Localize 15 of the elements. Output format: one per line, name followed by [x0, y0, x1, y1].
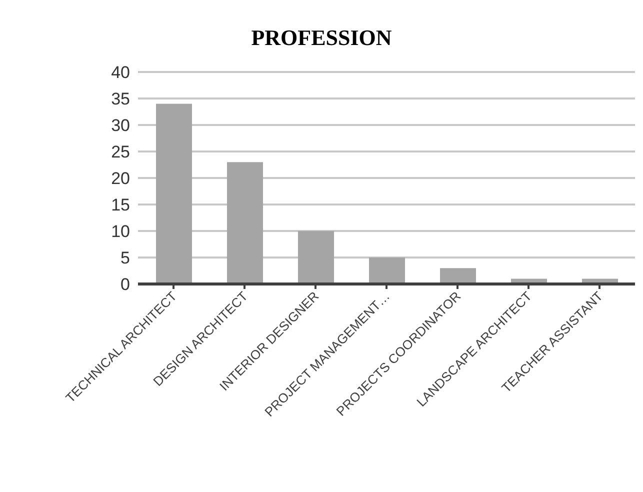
y-tick-label: 30 [111, 116, 130, 136]
bar [227, 162, 263, 284]
bar [156, 104, 192, 284]
chart-title: PROFESSION [250, 24, 393, 52]
y-tick-label: 0 [120, 275, 130, 294]
bar [369, 258, 405, 284]
bar [298, 231, 334, 284]
y-tick-label: 20 [111, 169, 130, 188]
y-tick-label: 35 [111, 90, 130, 109]
y-tick-label: 40 [111, 63, 130, 82]
y-tick-label: 25 [111, 142, 130, 162]
y-tick-label: 15 [111, 196, 130, 215]
y-tick-label: 10 [111, 222, 130, 242]
bar [440, 268, 476, 284]
y-tick-label: 5 [120, 248, 130, 268]
